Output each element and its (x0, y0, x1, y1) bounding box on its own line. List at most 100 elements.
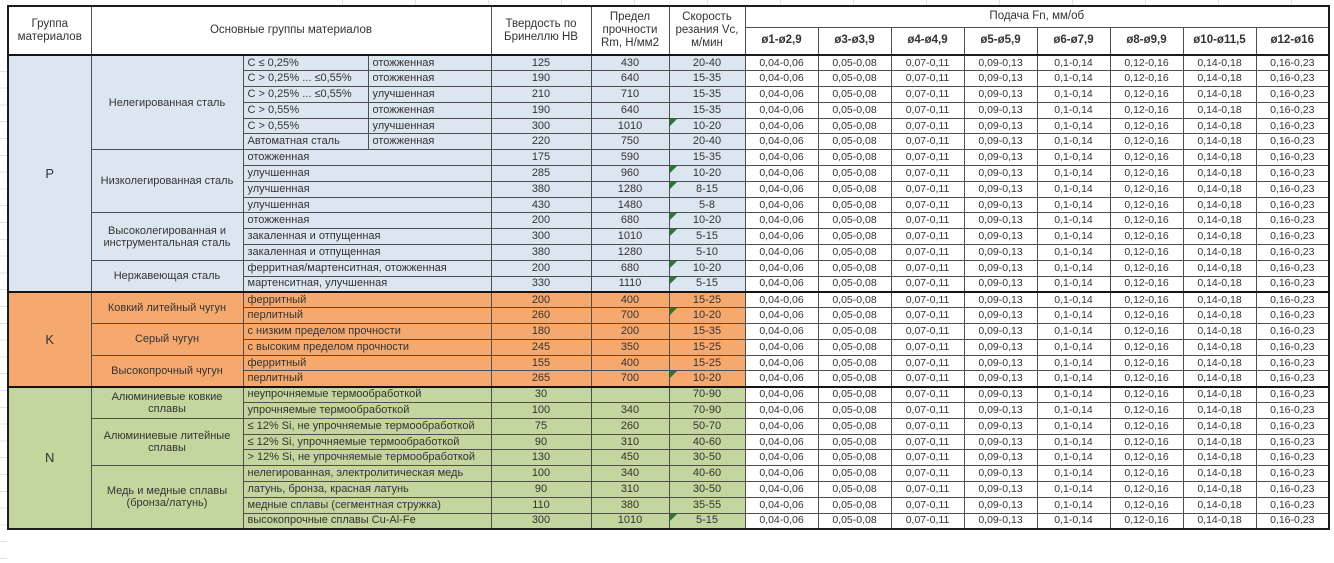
feed-cell: 0,16-0,23 (1255, 449, 1330, 467)
feed-cell: 0,05-0,08 (817, 370, 892, 388)
rm-cell: 1010 (590, 117, 670, 135)
feed-cell: 0,05-0,08 (817, 449, 892, 467)
vc-value: 50-70 (692, 419, 722, 432)
material-cell: улучшенная (242, 196, 492, 214)
material-cell: C > 0,55% (242, 101, 369, 119)
material-cell: закаленная и отпущенная (242, 228, 492, 246)
feed-cell: 0,05-0,08 (817, 133, 892, 151)
hb-cell: 90 (490, 433, 592, 451)
condition-cell: отожженная (367, 54, 492, 72)
feed-cell: 0,09-0,13 (963, 212, 1038, 230)
vc-value: 70-90 (692, 403, 722, 416)
feed-cell: 0,04-0,06 (744, 290, 819, 309)
feed-cell: 0,14-0,18 (1182, 54, 1257, 72)
material-cell: отожженная (242, 149, 492, 167)
feed-cell: 0,07-0,11 (890, 290, 965, 309)
feed-cell: 0,16-0,23 (1255, 354, 1330, 372)
feed-cell: 0,14-0,18 (1182, 354, 1257, 372)
hb-cell: 210 (490, 86, 592, 103)
rm-cell: 590 (590, 149, 670, 167)
feed-col-header: ø6-ø7,9 (1036, 26, 1111, 56)
rm-cell: 680 (590, 259, 670, 277)
subgroup-name-cell: Алюминиевые ковкие сплавы (90, 385, 244, 419)
feed-cell: 0,12-0,16 (1109, 354, 1184, 372)
feed-cell: 0,04-0,06 (744, 354, 819, 372)
feed-cell: 0,07-0,11 (890, 433, 965, 451)
feed-cell: 0,1-0,14 (1036, 433, 1111, 451)
table-row: Высоколегированная и инструментальная ст… (8, 212, 1330, 261)
feed-cell: 0,12-0,16 (1109, 496, 1184, 514)
vc-cell: 5-15 (668, 275, 746, 293)
rm-cell: 430 (590, 54, 670, 72)
feed-cell: 0,09-0,13 (963, 149, 1038, 167)
material-cell: с низким пределом прочности (242, 323, 492, 340)
material-group-cell: K (7, 290, 92, 388)
subgroup-name-cell: Алюминиевые литейные сплавы (90, 417, 244, 467)
vc-value: 30-50 (692, 482, 722, 495)
feed-cell: 0,1-0,14 (1036, 54, 1111, 72)
feed-cell: 0,09-0,13 (963, 496, 1038, 514)
feed-cell: 0,04-0,06 (744, 117, 819, 135)
feed-cell: 0,12-0,16 (1109, 512, 1184, 530)
feed-cell: 0,05-0,08 (817, 354, 892, 372)
feed-cell: 0,09-0,13 (963, 228, 1038, 246)
vc-cell: 35-55 (668, 496, 746, 514)
feed-cell: 0,04-0,06 (744, 512, 819, 530)
vc-cell: 10-20 (668, 307, 746, 325)
feed-cell: 0,16-0,23 (1255, 228, 1330, 246)
feed-cell: 0,1-0,14 (1036, 228, 1111, 246)
table-row: Медь и медные сплавы (бронза/латунь) неле… (8, 465, 1330, 530)
feed-cell: 0,16-0,23 (1255, 417, 1330, 435)
material-cell: отожженная (242, 212, 492, 230)
feed-cell: 0,05-0,08 (817, 275, 892, 293)
vc-cell: 5-10 (668, 244, 746, 261)
feed-cell: 0,05-0,08 (817, 512, 892, 530)
feed-cell: 0,09-0,13 (963, 512, 1038, 530)
column-header-material-group: Группа материалов (7, 5, 92, 56)
feed-cell: 0,12-0,16 (1109, 117, 1184, 135)
table-row: улучшенная 380 1280 8-15 0,04-0,06 0,05-0,08 0… (8, 180, 1330, 198)
feed-cell: 0,04-0,06 (744, 496, 819, 514)
feed-cell: 0,16-0,23 (1255, 212, 1330, 230)
feed-cell: 0,12-0,16 (1109, 228, 1184, 246)
hb-cell: 130 (490, 449, 592, 467)
column-header-hardness-hb: Твердость по Бринеллю HB (490, 5, 592, 56)
feed-cell: 0,12-0,16 (1109, 54, 1184, 72)
feed-cell: 0,09-0,13 (963, 275, 1038, 293)
vc-value: 5-15 (695, 514, 719, 527)
vc-cell: 5-15 (668, 228, 746, 246)
material-cell: ферритный (242, 290, 492, 309)
feed-cell: 0,1-0,14 (1036, 275, 1111, 293)
feed-cell: 0,14-0,18 (1182, 165, 1257, 182)
comment-flag-icon (670, 119, 677, 126)
feed-cell: 0,1-0,14 (1036, 133, 1111, 151)
feed-cell: 0,04-0,06 (744, 165, 819, 182)
feed-cell: 0,16-0,23 (1255, 244, 1330, 261)
vc-cell: 10-20 (668, 259, 746, 277)
feed-cell: 0,16-0,23 (1255, 307, 1330, 325)
feed-cell: 0,1-0,14 (1036, 481, 1111, 498)
feed-cell: 0,12-0,16 (1109, 385, 1184, 404)
rm-cell (590, 385, 670, 404)
rm-cell: 350 (590, 338, 670, 356)
feed-cell: 0,07-0,11 (890, 323, 965, 340)
subgroup-name-cell: Низколегированная сталь (90, 149, 244, 214)
feed-col-header: ø1-ø2,9 (744, 26, 819, 56)
feed-cell: 0,14-0,18 (1182, 212, 1257, 230)
vc-cell: 15-25 (668, 354, 746, 372)
vc-value: 10-20 (692, 119, 722, 132)
hb-cell: 300 (490, 512, 592, 530)
feed-cell: 0,09-0,13 (963, 290, 1038, 309)
material-cell: C ≤ 0,25% (242, 54, 369, 72)
table-row: Высокопрочный чугун ферритный 155 400 15-25 0… (8, 354, 1330, 388)
feed-cell: 0,07-0,11 (890, 165, 965, 182)
hb-cell: 110 (490, 496, 592, 514)
hb-cell: 100 (490, 402, 592, 419)
feed-cell: 0,12-0,16 (1109, 196, 1184, 214)
feed-cell: 0,09-0,13 (963, 465, 1038, 483)
vc-value: 15-25 (692, 356, 722, 369)
vc-value: 40-60 (692, 435, 722, 448)
feed-cell: 0,07-0,11 (890, 385, 965, 404)
comment-flag-icon (670, 213, 677, 221)
feed-cell: 0,05-0,08 (817, 338, 892, 356)
